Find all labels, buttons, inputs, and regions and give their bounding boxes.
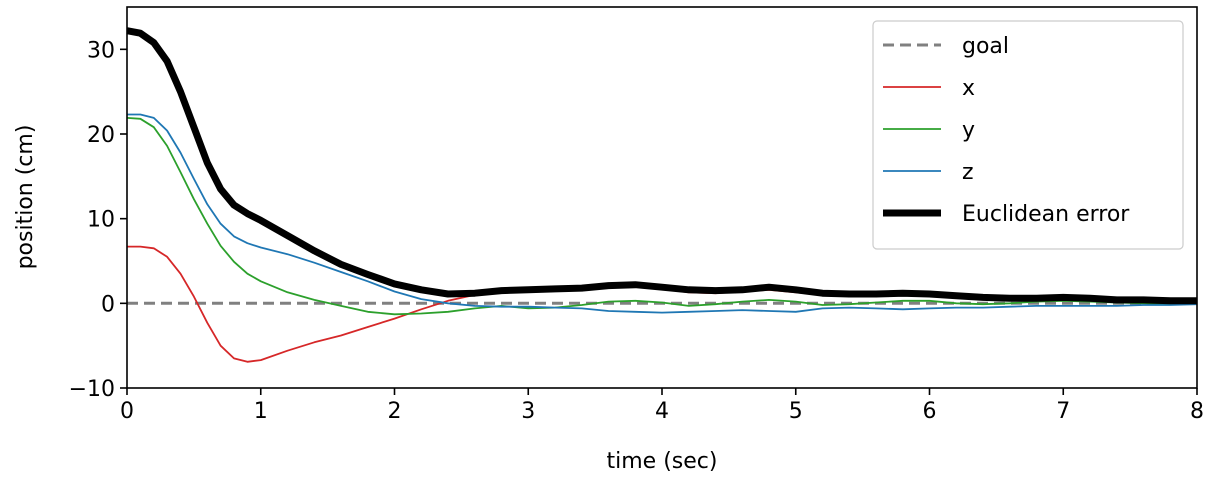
y-tick-label: 20: [87, 123, 115, 148]
y-tick-label: 30: [87, 38, 115, 63]
legend-label: Euclidean error: [962, 202, 1130, 227]
y-tick-label: 10: [87, 208, 115, 233]
series-line-z: [127, 113, 1198, 314]
y-axis-label: position (cm): [13, 125, 38, 270]
legend-label: y: [962, 118, 975, 143]
legend: goal xyz Euclidean error: [872, 20, 1184, 250]
series-line-y: [126, 117, 1198, 316]
x-tick-label: 7: [1056, 399, 1070, 424]
x-tick-label: 3: [521, 399, 535, 424]
plot-lines: [126, 27, 1198, 363]
x-tick-label: 5: [789, 399, 803, 424]
y-tick-label: −10: [69, 377, 115, 402]
legend-label: x: [962, 76, 975, 101]
x-tick-label: 8: [1190, 399, 1204, 424]
legend-box: [872, 20, 1184, 250]
x-axis-ticks: 0 1 2 3 4 5 6 7 8: [120, 388, 1204, 424]
x-axis-label: time (sec): [607, 449, 718, 474]
legend-label: z: [962, 160, 974, 185]
y-axis-ticks: −10 0 10 20 30: [69, 38, 127, 402]
x-tick-label: 2: [388, 399, 402, 424]
y-tick-label: 0: [101, 292, 115, 317]
series-line-euclidean-error: [126, 27, 1197, 305]
x-tick-label: 6: [923, 399, 937, 424]
x-tick-label: 1: [254, 399, 268, 424]
x-tick-label: 0: [120, 399, 134, 424]
x-tick-label: 4: [655, 399, 669, 424]
legend-label: goal: [962, 34, 1009, 59]
